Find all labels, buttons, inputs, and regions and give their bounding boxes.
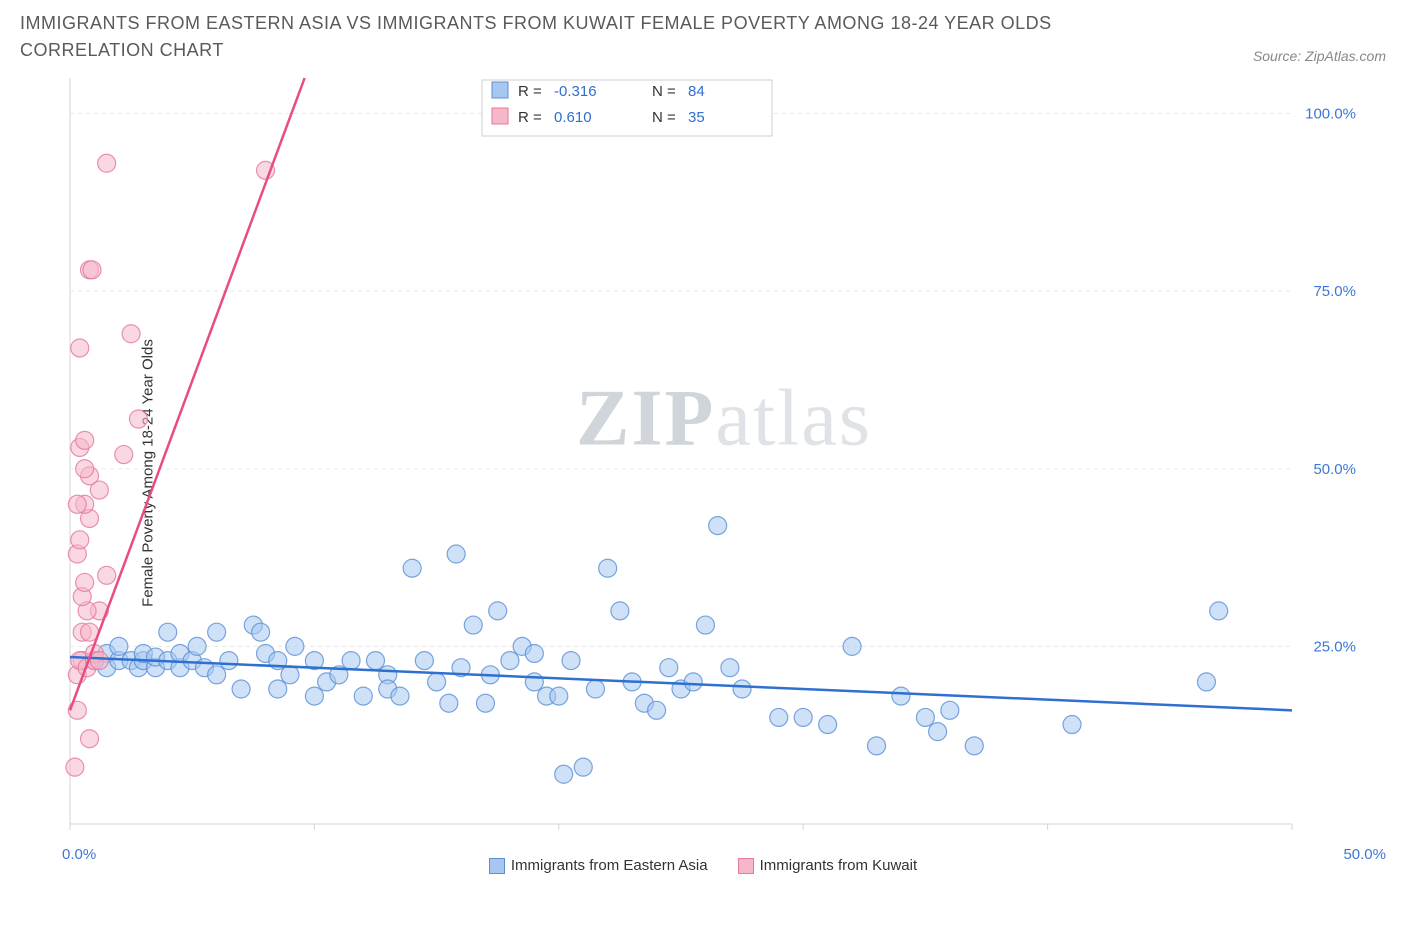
svg-text:N =: N =: [652, 109, 676, 126]
svg-text:-0.316: -0.316: [554, 83, 597, 100]
svg-text:100.0%: 100.0%: [1305, 106, 1356, 123]
svg-text:0.610: 0.610: [554, 109, 592, 126]
svg-text:R =: R =: [518, 109, 542, 126]
svg-text:50.0%: 50.0%: [1313, 461, 1356, 478]
scatter-chart: 25.0% 50.0% 75.0% 100.0% R = -0.316 N = 84 R = 0.…: [62, 72, 1362, 842]
chart-title: IMMIGRANTS FROM EASTERN ASIA VS IMMIGRAN…: [20, 10, 1120, 64]
svg-text:75.0%: 75.0%: [1313, 283, 1356, 300]
x-axis-min-label: 0.0%: [62, 846, 96, 863]
svg-text:35: 35: [688, 109, 705, 126]
svg-text:84: 84: [688, 83, 705, 100]
svg-text:25.0%: 25.0%: [1313, 638, 1356, 655]
svg-text:N =: N =: [652, 83, 676, 100]
source-label: Source: ZipAtlas.com: [1253, 48, 1386, 64]
x-axis-max-label: 50.0%: [1343, 846, 1386, 863]
svg-text:R =: R =: [518, 83, 542, 100]
